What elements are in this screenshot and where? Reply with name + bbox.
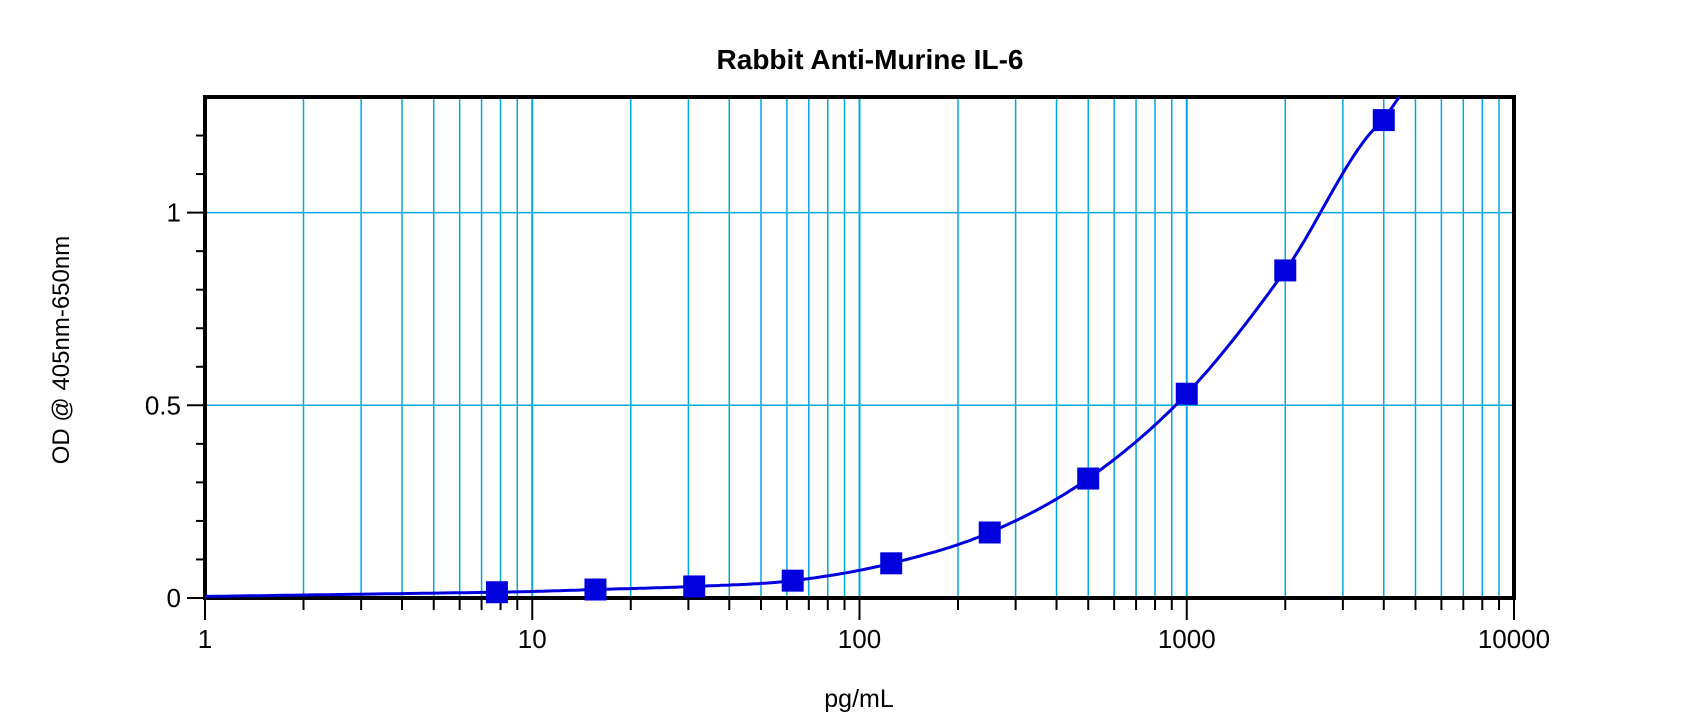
y-tick-label: 0.5 <box>145 390 181 420</box>
data-point-marker <box>1372 109 1395 132</box>
x-tick-label: 1 <box>198 624 212 654</box>
fitted-curve <box>204 96 1401 598</box>
x-tick-label: 10 <box>518 624 547 654</box>
y-tick-label: 1 <box>167 198 181 228</box>
data-points <box>485 109 1395 604</box>
data-point-marker <box>978 521 1001 544</box>
chart-title: Rabbit Anti-Murine IL-6 <box>716 44 1024 75</box>
data-point-marker <box>781 569 804 592</box>
plot-frame <box>203 95 1516 600</box>
x-tick-label: 100 <box>838 624 881 654</box>
x-axis-label: pg/mL <box>824 685 894 713</box>
data-point-marker <box>880 552 903 575</box>
data-point-marker <box>485 581 508 604</box>
gridlines <box>205 97 1514 598</box>
data-point-marker <box>584 578 607 601</box>
data-point-marker <box>683 575 706 598</box>
x-tick-label: 1000 <box>1158 624 1216 654</box>
data-point-marker <box>1274 259 1297 282</box>
curve-path <box>204 96 1401 598</box>
data-point-marker <box>1175 382 1198 405</box>
x-tick-label: 10000 <box>1478 624 1550 654</box>
axes <box>187 95 1516 620</box>
tick-labels: 0 0.5 1 1 10 100 1000 10000 <box>145 198 1550 654</box>
data-point-marker <box>1077 467 1100 490</box>
y-tick-label: 0 <box>167 583 181 613</box>
